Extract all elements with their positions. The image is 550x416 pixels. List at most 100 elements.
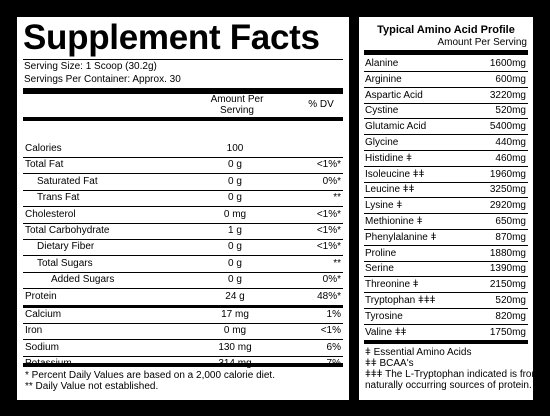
row-divider [23,222,343,224]
amino-row: Tryptophan ǂǂǂ 520mg [364,292,528,308]
amino-label: Threonine ǂ [365,279,419,291]
facts-row: Added Sugars 0 g 0%* [23,272,343,288]
nutrient-amount: 0 mg [223,325,247,337]
nutrient-amount: 1 g [228,225,242,236]
nutrient-dv: 0%* [322,274,341,286]
footnote-dv: * Percent Daily Values are based on a 2,… [25,370,275,381]
row-divider [23,189,343,191]
row-divider [23,206,343,208]
servings-per-container: Servings Per Container: Approx. 30 [24,74,181,85]
amino-row: Valine ǂǂ 1750mg [364,324,528,340]
amino-amount: 440mg [495,137,526,148]
footnote-not-established: ** Daily Value not established. [25,381,159,392]
row-divider [364,165,528,167]
nutrient-dv: 6% [326,341,341,353]
amino-row: Proline 1880mg [364,245,528,261]
supplement-facts-panel: Supplement Facts Serving Size: 1 Scoop (… [17,17,349,400]
row-divider [364,134,528,136]
amino-label: Tryptophan ǂǂǂ [365,295,436,306]
thick-divider [364,50,528,55]
amino-row: Arginine 600mg [364,71,528,87]
amino-amount: 460mg [495,152,526,164]
amino-footnote-tryptophan-cont: naturally occurring sources of protein. [365,380,532,391]
amino-label: Methionine ǂ [365,216,423,227]
row-divider [364,244,528,246]
amino-title: Typical Amino Acid Profile [377,24,515,36]
amino-amount: 520mg [495,105,526,117]
thick-divider [23,117,343,121]
row-divider [364,229,528,230]
amino-acid-panel: Typical Amino Acid Profile Amount Per Se… [359,17,540,400]
nutrient-amount: 0 g [228,159,242,171]
thick-divider [23,88,343,94]
row-divider [364,292,528,294]
facts-row: Total Fat 0 g <1%* [23,157,343,173]
row-divider [364,71,528,72]
amino-row: Glutamic Acid 5400mg [364,118,528,134]
amino-amount: 5400mg [489,121,526,133]
nutrient-dv: <1%* [316,225,341,236]
row-divider [23,255,343,257]
nutrient-label: Dietary Fiber [37,241,95,253]
serving-size: Serving Size: 1 Scoop (30.2g) [24,61,157,72]
nutrient-dv: <1%* [316,159,341,171]
nutrient-label: Saturated Fat [37,175,98,187]
nutrient-dv: 0%* [322,175,341,187]
facts-row: Protein 24 g 48%* [23,289,343,305]
amino-footnote-tryptophan: ǂǂǂ The L-Tryptophan indicated is from [365,369,540,380]
amino-label: Phenylalanine ǂ [365,231,437,243]
amino-amount: 2150mg [489,279,526,291]
amino-row: Glycine 440mg [364,134,528,150]
facts-row: Iron 0 mg <1% [23,323,343,339]
nutrient-amount: 24 g [225,290,245,302]
nutrient-amount: 0 g [228,241,242,253]
thick-divider [23,363,343,367]
col-header-amount: Amount Per Serving [210,94,264,116]
row-divider [364,150,528,151]
divider [23,59,343,60]
nutrient-label: Iron [25,325,43,337]
facts-row: Calcium 17 mg 1% [23,307,343,323]
amino-row: Isoleucine ǂǂ 1960mg [364,166,528,182]
facts-row: Sodium 130 mg 6% [23,340,343,356]
amino-amount: 1960mg [489,168,526,180]
row-divider [23,157,343,158]
row-divider [23,173,343,175]
facts-row: Total Carbohydrate 1 g <1%* [23,223,343,239]
row-divider [364,118,528,120]
nutrient-dv: ** [333,192,341,204]
row-divider [364,260,528,262]
amino-row: Serine 1390mg [364,260,528,276]
nutrient-amount: 0 g [228,274,242,286]
amino-row: Histidine ǂ 460mg [364,150,528,166]
amino-row: Threonine ǂ 2150mg [364,276,528,292]
amino-amount: 1390mg [489,263,526,275]
amino-subtitle: Amount Per Serving [437,37,528,48]
amino-label: Lysine ǂ [365,200,403,212]
nutrient-label: Trans Fat [37,192,80,204]
amino-amount: 3250mg [489,184,526,196]
nutrient-dv: <1%* [316,241,341,253]
col-header-dv: % DV [308,99,334,110]
nutrient-dv: <1% [320,325,341,337]
nutrient-label: Total Carbohydrate [25,225,110,236]
amino-amount: 1600mg [489,58,526,69]
amino-label: Isoleucine ǂǂ [365,168,425,180]
nutrient-amount: 0 g [228,257,242,269]
amino-row: Aspartic Acid 3220mg [364,87,528,103]
amino-amount: 2920mg [489,200,526,212]
amino-label: Histidine ǂ [365,152,412,164]
row-divider [364,213,528,215]
row-divider [364,323,528,325]
nutrient-label: Protein [25,290,57,302]
nutrient-label: Added Sugars [51,274,115,286]
amino-row: Lysine ǂ 2920mg [364,197,528,213]
nutrient-amount: 0 g [228,175,242,187]
nutrient-dv: 1% [326,309,341,320]
amino-amount: 820mg [495,310,526,322]
amino-row: Phenylalanine ǂ 870mg [364,229,528,245]
amino-label: Proline [365,247,397,259]
amino-label: Valine ǂǂ [365,326,407,338]
amino-amount: 3220mg [489,89,526,101]
amino-amount: 520mg [495,295,526,306]
